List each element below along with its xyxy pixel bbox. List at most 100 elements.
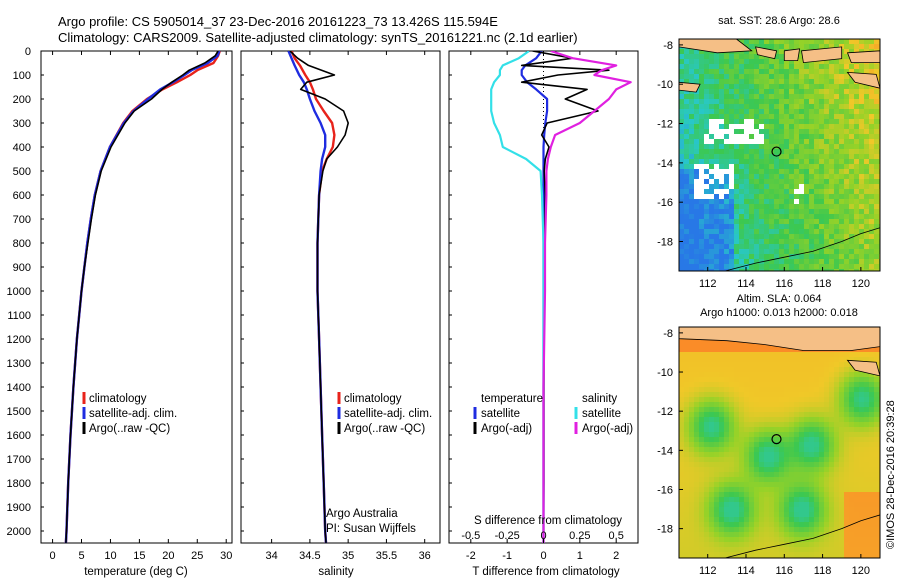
x-tick-label: 34 — [265, 550, 277, 562]
depth-tick-label: 800 — [13, 238, 31, 250]
map-x-tick-label: 114 — [737, 565, 755, 577]
temperature-legend: climatology satellite-adj. clim. Argo(..… — [82, 392, 177, 435]
legend-header-salinity: salinity — [582, 393, 617, 405]
depth-tick-label: 1800 — [7, 478, 31, 490]
depth-tick-label: 1500 — [7, 406, 31, 418]
land-shape — [679, 327, 880, 351]
series-line-salinity-satellite — [490, 51, 545, 543]
land-shape — [846, 71, 880, 89]
depth-tick-label: 500 — [13, 166, 31, 178]
x-tick-label: 30 — [220, 550, 232, 562]
map-y-tick-label: -8 — [663, 328, 673, 340]
figure-title: Argo profile: CS 5905014_37 23-Dec-2016 … — [58, 14, 498, 29]
series-line-argo-raw-qc- — [289, 51, 350, 543]
x-tick-label: 35.5 — [376, 550, 397, 562]
sst-map — [679, 39, 880, 271]
depth-axis: 0 100 200 300 400 500 600 700 800 900 1000 1100 1200… — [7, 46, 452, 538]
depth-tick-label: 1200 — [7, 334, 31, 346]
contour-line — [723, 514, 880, 558]
depth-tick-label: 700 — [13, 214, 31, 226]
salinity-legend: climatology satellite-adj. clim. Argo(..… — [337, 392, 432, 435]
depth-tick-label: 1400 — [7, 382, 31, 394]
x-tick-label: 2 — [613, 550, 619, 562]
x-tick-label: 20 — [162, 550, 174, 562]
difference-x-label: T difference from climatology — [472, 566, 619, 578]
map-x-tick-label: 112 — [699, 278, 717, 290]
map-y-tick-label: -10 — [657, 367, 673, 379]
salinity-x-label: salinity — [318, 566, 353, 578]
land-shape — [801, 46, 843, 64]
map-y-tick-label: -12 — [657, 406, 673, 418]
map-x-tick-label: 116 — [776, 565, 794, 577]
legend-label-argo: Argo(..raw -QC) — [344, 423, 425, 435]
series-line-climatology — [64, 51, 221, 543]
temperature-x-label: temperature (deg C) — [84, 566, 188, 578]
depth-tick-label: 900 — [13, 262, 31, 274]
annotation-line2: PI: Susan Wijffels — [326, 523, 416, 535]
difference-legend: temperature salinity satellite Argo(-adj… — [473, 393, 633, 435]
x-tick-label-top: -0.25 — [495, 530, 520, 542]
salinity-series — [287, 51, 350, 543]
temperature-series — [64, 51, 221, 543]
legend-label-satellite: satellite-adj. clim. — [89, 408, 177, 420]
map-y-tick-label: -10 — [657, 79, 673, 91]
x-tick-label-top: 0 — [540, 530, 546, 542]
temperature-panel — [40, 50, 233, 544]
x-tick-label-top: -0.5 — [461, 530, 480, 542]
difference-x-axis: -2 -1 0 1 2 -0.5 -0.25 0 0.25 0.5 — [461, 51, 624, 562]
map-x-tick-label: 114 — [737, 278, 755, 290]
series-line-climatology — [290, 51, 336, 543]
map-y-tick-label: -14 — [657, 158, 673, 170]
depth-tick-label: 1300 — [7, 358, 31, 370]
series-line-salinity-argo-adj- — [542, 51, 632, 543]
land-shape — [755, 46, 778, 60]
sla-map-title: Altim. SLA: 0.064 — [737, 293, 822, 305]
sla-map — [679, 327, 880, 558]
figure-subtitle: Climatology: CARS2009. Satellite-adjuste… — [58, 30, 578, 45]
x-tick-label: 36 — [419, 550, 431, 562]
map-x-tick-label: 112 — [699, 565, 717, 577]
x-tick-label: 25 — [191, 550, 203, 562]
depth-tick-label: 400 — [13, 142, 31, 154]
x-tick-label: -1 — [502, 550, 512, 562]
map-x-tick-label: 120 — [852, 565, 870, 577]
depth-tick-label: 200 — [13, 94, 31, 106]
argo-position-marker — [771, 433, 782, 445]
map-y-tick-label: -18 — [657, 237, 673, 249]
sla-map-axes: 112 114 116 118 120 -8 -10 -12 -14 -16 -18 — [657, 328, 870, 577]
sst-map-title: sat. SST: 28.6 Argo: 28.6 — [718, 15, 840, 27]
x-tick-label: 1 — [577, 550, 583, 562]
series-line-satellite-adj-clim- — [64, 51, 221, 543]
legend-header-temperature: temperature — [481, 393, 543, 405]
legend-label-argo: Argo(..raw -QC) — [89, 423, 170, 435]
land-shape — [783, 48, 801, 61]
depth-tick-label: 2000 — [7, 526, 31, 538]
map-y-tick-label: -12 — [657, 119, 673, 131]
land-shape — [679, 81, 701, 93]
series-line-temperature-argo-adj- — [520, 51, 610, 543]
series-line-satellite-adj-clim- — [287, 51, 328, 543]
map-y-tick-label: -18 — [657, 524, 673, 536]
map-x-tick-label: 116 — [776, 278, 794, 290]
legend-label-sal-satellite: satellite — [582, 408, 621, 420]
contour-line — [723, 227, 880, 271]
legend-label-climatology: climatology — [89, 393, 147, 405]
x-tick-label: -2 — [466, 550, 476, 562]
x-tick-label-top: 0.25 — [569, 530, 590, 542]
x-tick-label: 10 — [104, 550, 116, 562]
map-x-tick-label: 118 — [814, 278, 832, 290]
depth-tick-label: 1100 — [7, 310, 31, 322]
legend-label-climatology: climatology — [344, 393, 402, 405]
map-y-tick-label: -16 — [657, 484, 673, 496]
legend-label-sal-argo: Argo(-adj) — [582, 423, 633, 435]
temperature-x-axis: 0 5 10 15 20 25 30 — [50, 51, 232, 562]
legend-label-satellite: satellite-adj. clim. — [344, 408, 432, 420]
x-tick-label: 5 — [78, 550, 84, 562]
depth-tick-label: 1700 — [7, 454, 31, 466]
land-shape — [846, 50, 880, 63]
map-x-tick-label: 118 — [814, 565, 832, 577]
map-y-tick-label: -8 — [663, 40, 673, 52]
legend-label-temp-argo: Argo(-adj) — [481, 423, 532, 435]
imos-watermark: ©IMOS 28-Dec-2016 20:39:28 — [885, 400, 897, 549]
